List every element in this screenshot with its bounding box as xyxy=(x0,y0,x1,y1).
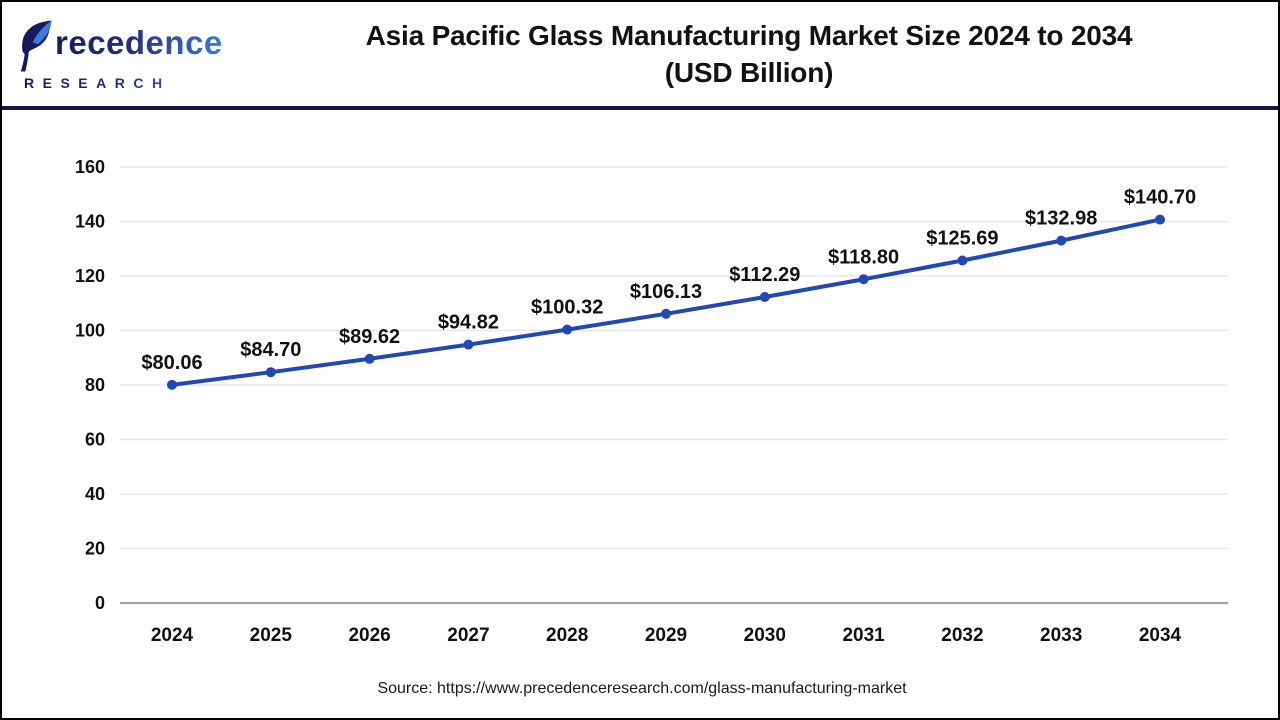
x-tick-label: 2028 xyxy=(546,625,588,646)
chart-title-line2: (USD Billion) xyxy=(664,57,834,88)
logo-wordmark: recedence xyxy=(18,18,234,74)
y-tick-label: 140 xyxy=(75,212,105,232)
x-tick-label: 2031 xyxy=(842,625,885,646)
x-tick-label: 2027 xyxy=(447,625,489,646)
x-tick-label: 2024 xyxy=(151,625,194,646)
data-point xyxy=(661,308,671,319)
data-label: $112.29 xyxy=(729,264,800,286)
data-point xyxy=(957,255,968,266)
data-point xyxy=(858,274,869,285)
x-tick-label: 2030 xyxy=(744,625,786,646)
x-tick-label: 2026 xyxy=(348,625,390,646)
data-point xyxy=(463,339,474,350)
chart-title-line1: Asia Pacific Glass Manufacturing Market … xyxy=(365,20,1133,51)
data-label: $94.82 xyxy=(438,312,499,334)
x-tick-label: 2034 xyxy=(1139,625,1182,646)
data-label: $132.98 xyxy=(1025,208,1097,230)
x-tick-label: 2025 xyxy=(250,625,293,646)
data-label: $80.06 xyxy=(141,352,202,374)
data-point xyxy=(759,292,770,303)
y-tick-label: 40 xyxy=(85,484,105,504)
data-point xyxy=(1155,214,1165,225)
y-tick-label: 60 xyxy=(85,430,105,450)
data-point xyxy=(364,353,375,364)
data-point xyxy=(167,379,177,390)
data-label: $100.32 xyxy=(531,297,603,319)
y-tick-label: 120 xyxy=(75,266,105,286)
market-size-line-chart: 0 20 40 60 80 100 120 140 160 2024 2025 2026 2027 202… xyxy=(75,157,1228,646)
source-text: Source: https://www.precedenceresearch.c… xyxy=(377,680,907,697)
data-point xyxy=(1056,235,1067,246)
data-label: $106.13 xyxy=(630,281,702,303)
chart-area: 0 20 40 60 80 100 120 140 160 2024 2025 2026 2027 202… xyxy=(2,114,1278,718)
logo-word-research: RESEARCH xyxy=(24,76,234,90)
y-tick-label: 0 xyxy=(95,593,105,613)
y-tick-label: 20 xyxy=(85,539,105,559)
data-label: $84.70 xyxy=(240,339,301,361)
y-tick-label: 80 xyxy=(85,375,105,395)
data-label: $118.80 xyxy=(828,246,899,268)
chart-title: Asia Pacific Glass Manufacturing Market … xyxy=(234,17,1278,91)
leaf-icon xyxy=(20,20,52,72)
data-label: $89.62 xyxy=(339,326,400,348)
y-tick-label: 160 xyxy=(75,157,105,177)
logo-word-precedence: recedence xyxy=(55,24,223,61)
x-tick-label: 2029 xyxy=(645,625,687,646)
data-point xyxy=(265,367,276,378)
data-label: $140.70 xyxy=(1124,187,1196,209)
header: recedence RESEARCH Asia Pacific Glass Ma… xyxy=(2,2,1278,110)
precedence-research-logo: recedence RESEARCH xyxy=(2,18,234,90)
data-point xyxy=(562,324,573,335)
x-tick-label: 2033 xyxy=(1040,625,1082,646)
y-tick-label: 100 xyxy=(75,321,105,341)
x-tick-label: 2032 xyxy=(941,625,983,646)
data-label: $125.69 xyxy=(926,227,998,249)
